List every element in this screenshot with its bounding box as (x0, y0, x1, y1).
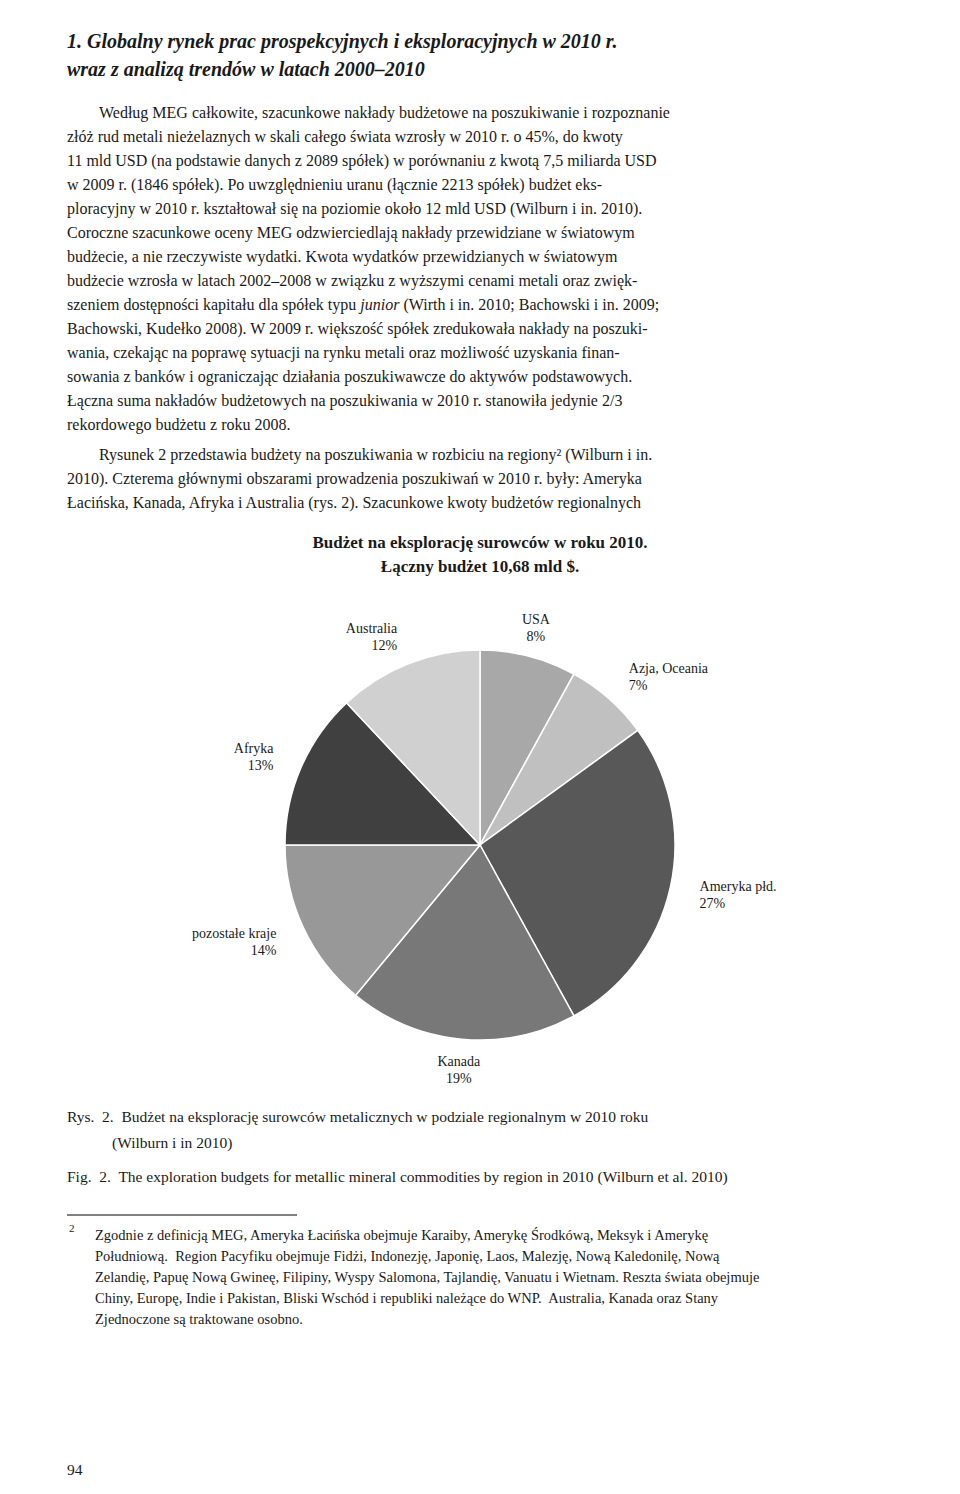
slice-label: Ameryka płd. (700, 879, 777, 894)
slice-value-label: 7% (629, 678, 648, 693)
slice-label: Australia (346, 621, 398, 636)
page-title: wraz z analizą trendów w latach 2000–201… (67, 58, 425, 81)
slice-label: USA (522, 612, 551, 627)
caption: Fig. 2. The exploration budgets for meta… (67, 1168, 728, 1186)
paragraph-line: Rysunek 2 przedstawia budżety na poszuki… (99, 446, 652, 464)
pie-slice (347, 650, 480, 845)
page: 1. Globalny rynek prac prospekcyjnych i … (0, 0, 960, 1494)
paragraph-line: złóż rud metali nieżelaznych w skali cał… (67, 128, 623, 146)
footnote-marker: 2 (69, 1222, 75, 1234)
slice-label: pozostałe kraje (192, 926, 276, 941)
pie (285, 650, 675, 1040)
footnote-separator (67, 1215, 297, 1216)
paragraph-line: budżecie, a nie rzeczywiste wydatki. Kwo… (67, 248, 618, 266)
caption: Rys. 2. Budżet na eksplorację surowców m… (67, 1108, 649, 1125)
paragraph-line: Coroczne szacunkowe oceny MEG odzwiercie… (67, 224, 635, 242)
footnote-line: Zgodnie z definicją MEG, Ameryka Łacińsk… (95, 1227, 708, 1243)
paragraph-line: Według MEG całkowite, szacunkowe nakłady… (99, 104, 670, 122)
paragraph-line: Bachowski, Kudełko 2008). W 2009 r. więk… (67, 320, 648, 338)
slice-value-label: 13% (248, 758, 274, 773)
paragraph-line: sowania z banków i ograniczając działani… (67, 368, 632, 386)
paragraph-line: ploracyjny w 2010 r. kształtował się na … (67, 200, 642, 218)
footnote-line: Zelandię, Papuę Nową Gwineę, Filipiny, W… (95, 1269, 759, 1285)
caption: (Wilburn i in 2010) (112, 1134, 232, 1152)
footnote-line: Zjednoczone są traktowane osobno. (95, 1311, 303, 1327)
paragraph-line: w 2009 r. (1846 spółek). Po uwzględnieni… (67, 176, 602, 194)
footnote-line: Chiny, Europę, Indie i Pakistan, Bliski … (95, 1290, 719, 1306)
slice-label: Afryka (234, 741, 274, 756)
slice-label: Azja, Oceania (629, 661, 709, 676)
pie-slice (285, 845, 480, 995)
italic-word: junior (358, 296, 400, 314)
slice-value-label: 19% (446, 1071, 472, 1086)
paragraph-line: Łacińska, Kanada, Afryka i Australia (ry… (67, 494, 641, 512)
paragraph-line: Łączna suma nakładów budżetowych na posz… (67, 392, 622, 410)
paragraph-line: 11 mld USD (na podstawie danych z 2089 s… (67, 152, 657, 170)
footnote-line: Południową. Region Pacyfiku obejmuje Fid… (95, 1248, 720, 1264)
paragraph-text: (Wirth i in. 2010; Bachowski i in. 2009; (399, 296, 659, 314)
paragraph-line: budżecie wzrosła w latach 2002–2008 w zw… (67, 272, 637, 290)
slice-value-label: 8% (527, 629, 546, 644)
slice-value-label: 12% (372, 638, 398, 653)
paragraph-line: rekordowego budżetu z roku 2008. (67, 416, 291, 434)
paragraph-line: wania, czekając na poprawę sytuacji na r… (67, 344, 620, 362)
chart-title: Budżet na eksplorację surowców w roku 20… (312, 533, 647, 552)
slice-value-label: 27% (700, 896, 726, 911)
chart-subtitle: Łączny budżet 10,68 mld $. (381, 557, 579, 576)
paragraph-text: szeniem dostępności kapitału dla spółek … (67, 296, 360, 314)
slice-label: Kanada (437, 1054, 481, 1069)
page-title: 1. Globalny rynek prac prospekcyjnych i … (67, 30, 618, 53)
paragraph-line: 2010). Czterema głównymi obszarami prowa… (67, 470, 642, 488)
slice-value-label: 14% (251, 943, 277, 958)
page-number: 94 (67, 1461, 83, 1478)
paragraph-line: szeniem dostępności kapitału dla spółek … (67, 296, 659, 314)
